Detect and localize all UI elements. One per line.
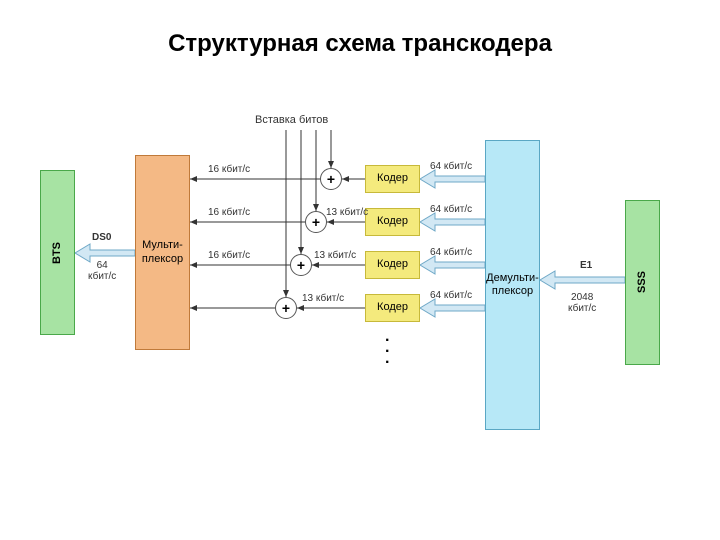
diagram-svg (30, 100, 690, 480)
mux-label: Мульти- плексор (142, 239, 183, 265)
rate13-row3: 13 кбит/с (314, 250, 356, 261)
coder-2-label: Кодер (377, 215, 408, 228)
rate13-row2: 13 кбит/с (326, 207, 368, 218)
rate13-row4: 13 кбит/с (302, 293, 344, 304)
page-title: Структурная схема транскодера (0, 30, 720, 58)
e1-label: E1 (580, 260, 592, 271)
rate64-row2: 64 кбит/с (430, 204, 472, 215)
rate64-row3: 64 кбит/с (430, 247, 472, 258)
mux-block: Мульти- плексор (135, 155, 190, 350)
bit-insert-label: Вставка битов (255, 114, 328, 126)
arrow-demux-coder-3 (420, 256, 485, 274)
arrow-demux-coder-2 (420, 213, 485, 231)
ds0-label: DS0 (92, 232, 111, 243)
rate16-row1: 16 кбит/с (208, 164, 250, 175)
coder-3-label: Кодер (377, 258, 408, 271)
diagram-canvas: BTS Мульти- плексор Демульти- плексор SS… (30, 100, 690, 480)
coder-4: Кодер (365, 294, 420, 322)
adder-1: + (320, 168, 342, 190)
bts-block: BTS (40, 170, 75, 335)
coder-3: Кодер (365, 251, 420, 279)
adder-3: + (290, 254, 312, 276)
coder-1: Кодер (365, 165, 420, 193)
rate64-row4: 64 кбит/с (430, 290, 472, 301)
ds0-rate-label: 64 кбит/с (88, 260, 116, 282)
adder-4: + (275, 297, 297, 319)
arrow-demux-coder-4 (420, 299, 485, 317)
coder-4-label: Кодер (377, 301, 408, 314)
sss-block: SSS (625, 200, 660, 365)
coder-2: Кодер (365, 208, 420, 236)
continuation-dots: ··· (385, 335, 392, 369)
rate64-row1: 64 кбит/с (430, 161, 472, 172)
sss-label: SSS (636, 271, 649, 293)
rate16-row2: 16 кбит/с (208, 207, 250, 218)
bts-label: BTS (51, 242, 64, 264)
e1-rate-label: 2048 кбит/с (568, 292, 596, 314)
arrow-sss-to-demux (540, 271, 625, 289)
arrow-demux-coder-1 (420, 170, 485, 188)
adder-2: + (305, 211, 327, 233)
coder-1-label: Кодер (377, 172, 408, 185)
demux-block: Демульти- плексор (485, 140, 540, 430)
demux-label: Демульти- плексор (486, 272, 539, 298)
rate16-row3: 16 кбит/с (208, 250, 250, 261)
